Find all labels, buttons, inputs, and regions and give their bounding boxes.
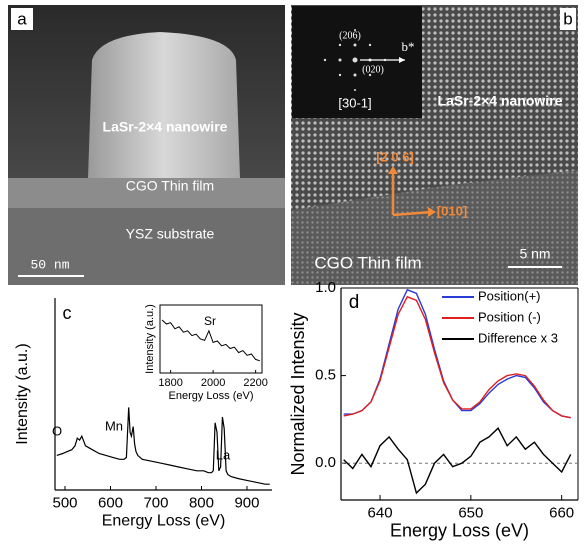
label: YSZ substrate [126, 226, 215, 242]
panel-letter: a [17, 9, 27, 28]
nanowire [88, 32, 240, 178]
charts: 500 600 700 800 900 Energy Loss (eV) Intensity… [14, 279, 578, 540]
direction-label: [2 0 6] [376, 149, 414, 164]
peak-label: O [52, 423, 62, 438]
y-tick-label: 1.0 [315, 279, 336, 296]
panel-letter: d [349, 292, 360, 313]
x-tick-label: 700 [143, 494, 168, 511]
y-tick-label: 0.5 [315, 367, 336, 384]
panel-a: a LaSr-2×4 nanowire CGO Thin film YSZ su… [8, 5, 285, 285]
x-axis-label: Energy Loss (eV) [169, 390, 254, 402]
x-tick-label: 800 [189, 494, 214, 511]
label: LaSr-2×4 nanowire [438, 93, 563, 109]
data-line [344, 428, 571, 493]
scale-label: 50 nm [30, 257, 69, 272]
peak-label: Sr [204, 314, 216, 328]
fft-label: (206) [339, 30, 361, 41]
x-tick-label: 600 [98, 494, 123, 511]
x-tick-label: 660 [549, 504, 574, 521]
x-tick-label: 500 [52, 494, 77, 511]
legend-label: Difference x 3 [478, 330, 558, 345]
fft-label: b* [402, 39, 415, 54]
x-tick-label: 1800 [158, 377, 182, 389]
label: LaSr-2×4 nanowire [103, 119, 228, 135]
x-tick-label: 900 [234, 494, 259, 511]
y-axis-label: Intensity (a.u.) [144, 304, 156, 374]
fft-label: [30-1] [338, 95, 371, 110]
panel-letter: b [563, 9, 572, 28]
ysz-layer [8, 208, 285, 285]
x-tick-label: 650 [458, 504, 483, 521]
panel-b: b (206) (020) b* [30-1] LaSr-2×4 nanowir… [291, 5, 578, 285]
fft-label: (020) [362, 64, 384, 75]
data-line [57, 407, 270, 484]
scale-label: 5 nm [519, 246, 550, 262]
x-axis-label: Energy Loss (eV) [390, 520, 529, 540]
legend-label: Position (-) [478, 309, 541, 324]
legend-label: Position(+) [478, 288, 541, 303]
x-tick-label: 2200 [243, 377, 267, 389]
x-tick-label: 640 [368, 504, 393, 521]
label: CGO Thin film [126, 178, 214, 194]
panel-letter: c [63, 303, 72, 323]
peak-label: Mn [105, 418, 123, 433]
peak-label: La [216, 447, 231, 462]
y-axis-label: Intensity (a.u.) [14, 343, 31, 444]
x-axis-label: Energy Loss (eV) [102, 513, 226, 530]
y-axis-label: Normalized Intensity [288, 312, 308, 475]
direction-label: [010] [437, 203, 467, 218]
y-tick-label: 0.0 [315, 454, 336, 471]
figure: a LaSr-2×4 nanowire CGO Thin film YSZ su… [0, 0, 584, 548]
x-tick-label: 2000 [201, 377, 225, 389]
label: CGO Thin film [314, 253, 421, 272]
